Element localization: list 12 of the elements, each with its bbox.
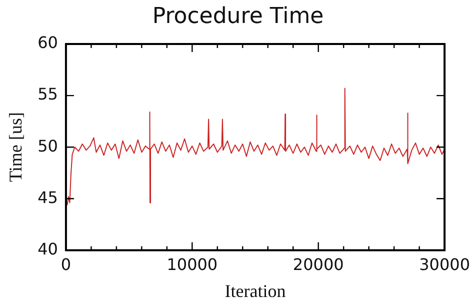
x-axis-title: Iteration bbox=[224, 280, 286, 301]
x-tick-label: 10000 bbox=[166, 254, 218, 274]
y-tick-label: 40 bbox=[38, 239, 58, 258]
y-tick-label: 50 bbox=[38, 136, 58, 156]
chart-title: Procedure Time bbox=[151, 4, 325, 29]
y-tick-label: 55 bbox=[38, 84, 58, 104]
x-tick-label: 20000 bbox=[292, 254, 344, 274]
y-axis-title: Time [us] bbox=[6, 112, 26, 182]
x-tick-label: 30000 bbox=[419, 254, 470, 274]
y-tick-label: 60 bbox=[38, 33, 58, 52]
y-tick-label: 45 bbox=[38, 188, 58, 207]
x-tick-label: 0 bbox=[60, 254, 72, 274]
